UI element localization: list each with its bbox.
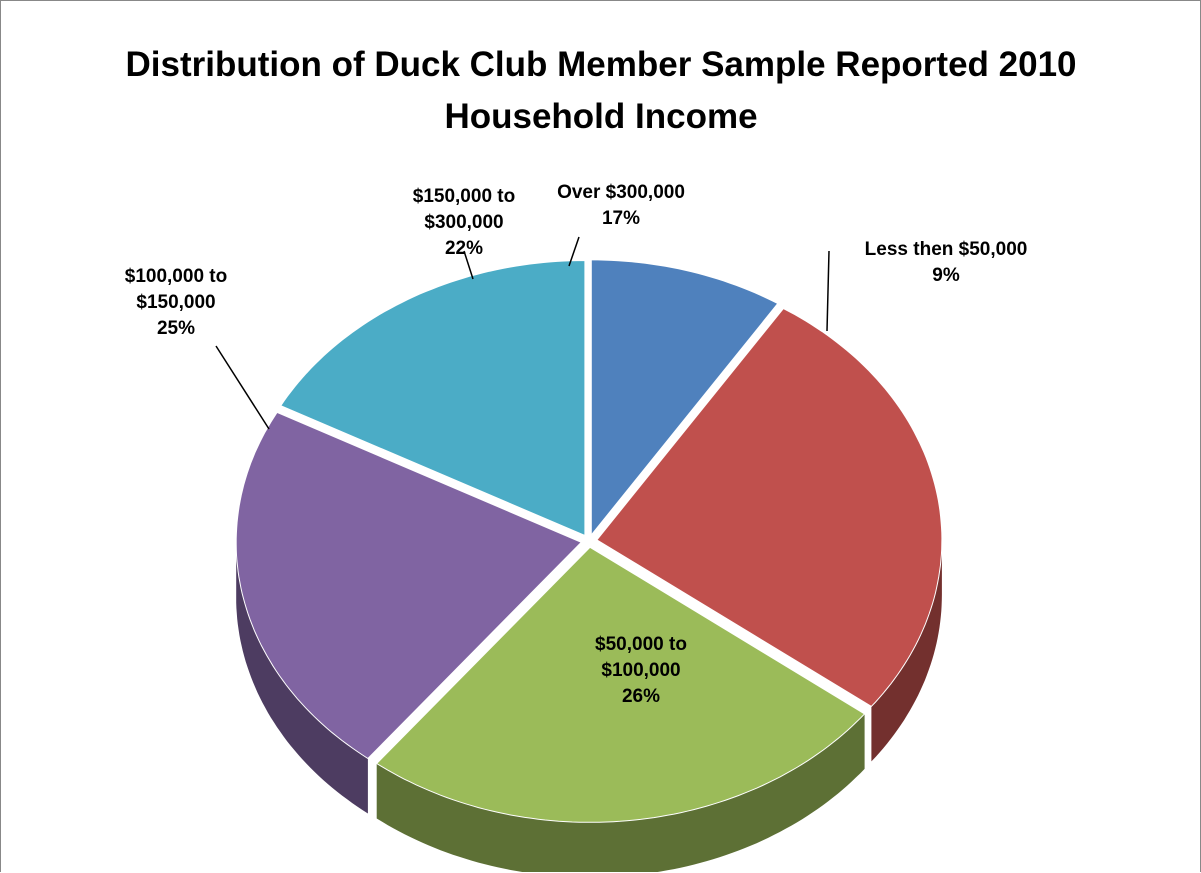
chart-title: Distribution of Duck Club Member Sample … xyxy=(125,45,1077,136)
value-label: 22% xyxy=(444,238,484,259)
slice-side xyxy=(376,713,865,872)
slice-side xyxy=(236,542,368,814)
category-label: $100,000 to $150,000 xyxy=(124,266,228,313)
leader-line xyxy=(568,236,580,267)
slice-label: Over $300,000 17% xyxy=(557,180,685,232)
category-label: Less then $50,000 xyxy=(864,239,1028,260)
value-label: 17% xyxy=(601,208,641,229)
value-label: 26% xyxy=(621,686,661,707)
slice xyxy=(235,411,583,760)
slice-label: $150,000 to $300,000 22% xyxy=(389,184,539,262)
value-label: 9% xyxy=(932,265,960,286)
slice xyxy=(375,546,866,823)
leader-line xyxy=(826,250,830,332)
slice xyxy=(590,259,779,537)
slice-side xyxy=(871,539,942,762)
category-label: Over $300,000 xyxy=(557,182,685,203)
category-label: $50,000 to $100,000 xyxy=(595,634,687,681)
leader-line xyxy=(463,250,474,280)
slice xyxy=(596,307,943,708)
slice xyxy=(280,259,586,537)
category-label: $150,000 to $300,000 xyxy=(412,186,516,233)
leader-line xyxy=(215,345,270,430)
slice-label: $100,000 to $150,000 25% xyxy=(101,264,251,342)
slice-label: $50,000 to $100,000 26% xyxy=(566,632,716,710)
value-label: 25% xyxy=(156,318,196,339)
slice-label: Less then $50,000 9% xyxy=(865,237,1028,289)
